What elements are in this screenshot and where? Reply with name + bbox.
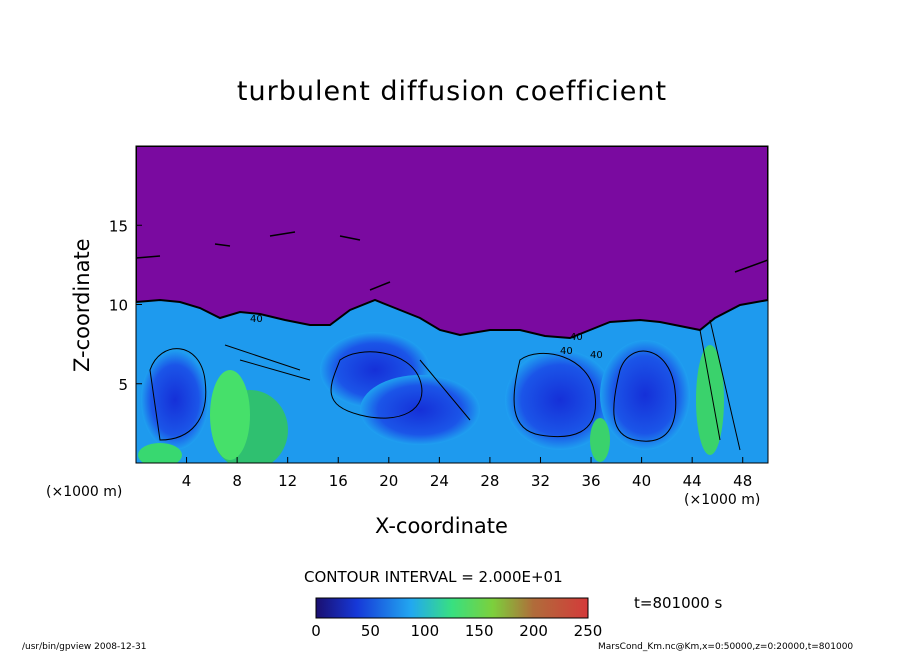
x-tick-label: 24 [430,472,449,490]
x-tick-label: 36 [581,472,600,490]
colorbar-tick-label: 50 [360,622,380,640]
green-band-4 [590,418,610,462]
vortex-1 [141,350,209,450]
colorbar-tick-label: 250 [573,622,603,640]
x-unit-label-left: (×1000 m) [46,484,123,500]
contour-label: 40 [590,350,603,361]
green-band-1 [138,443,182,463]
colorbar-tick-label: 0 [311,622,321,640]
colorbar-tick-label: 150 [464,622,494,640]
time-label: t=801000 s [634,594,723,612]
colorbar-fill [316,598,588,618]
x-tick-label: 28 [480,472,499,490]
x-tick-label: 40 [632,472,651,490]
green-band-2 [210,370,250,460]
contour-label: 40 [560,346,573,357]
contour-label: 40 [570,332,583,343]
y-tick-label: 10 [109,297,128,315]
contour-lines [149,319,741,451]
contour-label: 40 [250,314,263,325]
colorbar-frame [315,597,589,619]
x-tick-label: 16 [329,472,348,490]
x-axis-label: X-coordinate [375,514,508,538]
footer-left: /usr/bin/gpview 2008-12-31 [22,642,147,652]
x-tick-label: 48 [733,472,752,490]
y-axis-ticks: 5 10 15 40 40 40 40 [109,217,603,394]
x-tick-label: 44 [683,472,702,490]
x-tick-label: 8 [232,472,242,490]
x-unit-label-right: (×1000 m) [684,492,761,508]
y-tick-label: 15 [109,217,128,235]
vortex-6 [600,340,690,450]
x-tick-label: 4 [182,472,192,490]
footer-right: MarsCond_Km.nc@Km,x=0:50000,z=0:20000,t=… [598,642,854,652]
y-tick-label: 5 [118,376,128,394]
purple-region [136,146,768,340]
green-band-3 [696,345,724,455]
upper-fragments [136,231,768,291]
x-tick-label: 20 [379,472,398,490]
field-layer [136,146,768,463]
colorbar-tick-label: 100 [410,622,440,640]
contour-interval-label: CONTOUR INTERVAL = 2.000E+01 [304,568,563,586]
colorbar [315,597,589,619]
x-tick-label: 32 [531,472,550,490]
colorbar-tick-label: 200 [519,622,548,640]
x-tick-label: 12 [278,472,297,490]
y-axis-label: Z-coordinate [70,238,94,372]
vortex-4 [360,375,480,445]
chart-title: turbulent diffusion coefficient [236,76,668,107]
x-axis-ticks: 4 8 12 16 20 24 28 32 36 40 44 48 [182,457,752,490]
